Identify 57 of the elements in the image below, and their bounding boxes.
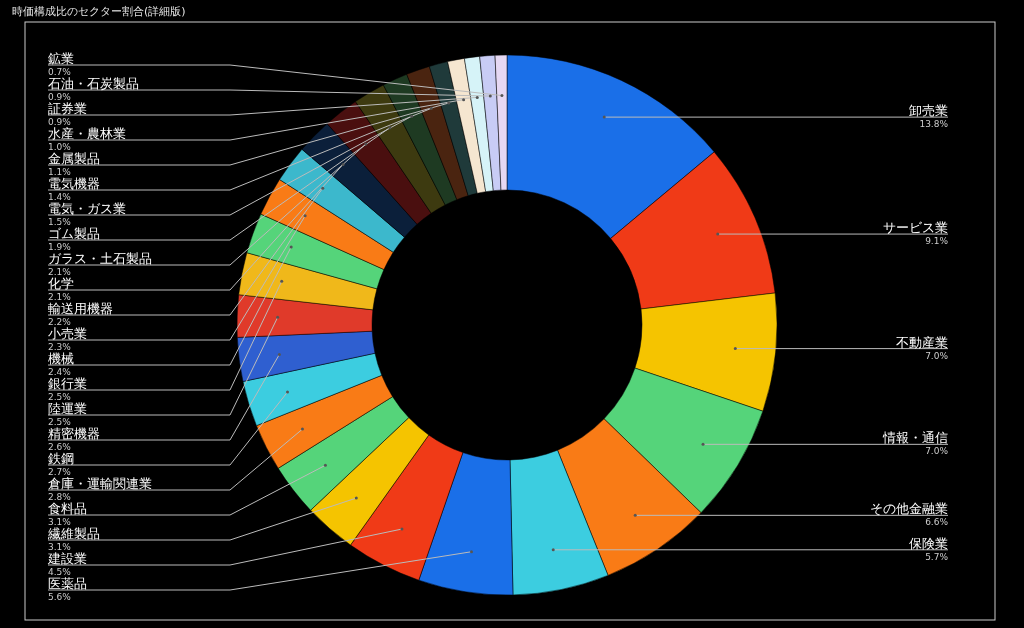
data-label: 6.6% [925, 517, 949, 528]
data-label: 2.4% [48, 367, 72, 377]
data-label: 2.1% [48, 267, 72, 277]
slice-label: 金属製品 [48, 151, 100, 166]
slice-label: 銀行業 [48, 376, 87, 391]
slice-label: 石油・石炭製品 [48, 76, 139, 91]
slice-label: 卸売業 [909, 103, 948, 119]
slice-label: 繊維製品 [47, 526, 100, 541]
slice-label: 不動産業 [896, 334, 948, 350]
data-label: 2.6% [48, 442, 72, 452]
data-label: 1.1% [48, 167, 72, 177]
slice-label: 水産・農林業 [48, 126, 126, 141]
slice-label: サービス業 [883, 220, 948, 236]
data-label: 13.8% [919, 119, 949, 130]
data-label: 2.1% [48, 292, 72, 302]
data-label: 9.1% [925, 236, 949, 247]
data-label: 2.3% [48, 342, 72, 352]
slice-label: 建設業 [47, 551, 87, 566]
data-label: 3.1% [48, 517, 72, 527]
data-label: 7.0% [925, 446, 949, 457]
slice-label: 化学 [48, 276, 74, 291]
slice-label: 精密機器 [48, 426, 100, 441]
data-label: 2.7% [48, 467, 72, 477]
data-label: 0.7% [48, 67, 72, 77]
slice-label: 機械 [48, 351, 74, 366]
slice-label: 倉庫・運輸関連業 [48, 476, 152, 491]
data-label: 3.1% [48, 542, 72, 552]
slice-label: 鉱業 [48, 51, 74, 66]
data-label: 5.6% [48, 592, 72, 602]
data-label: 2.5% [48, 392, 72, 402]
data-label: 1.0% [48, 142, 72, 152]
data-label: 1.9% [48, 242, 72, 252]
slice-label: 小売業 [48, 326, 87, 341]
chart-title: 時価構成比のセクター割合(詳細版) [12, 5, 186, 18]
data-label: 1.4% [48, 192, 72, 202]
data-label: 5.7% [925, 551, 949, 562]
slice-label: その他金融業 [870, 501, 948, 517]
slice-label: 証券業 [48, 101, 87, 116]
slice-label: 輸送用機器 [48, 301, 113, 316]
data-label: 2.2% [48, 317, 72, 327]
data-label: 4.5% [48, 567, 72, 577]
data-label: 7.0% [925, 350, 949, 361]
data-label: 1.5% [48, 217, 72, 227]
slice-label: 鉄鋼 [48, 451, 74, 466]
slice-label: 電気機器 [48, 176, 100, 191]
slice-label: 食料品 [48, 501, 87, 516]
slice-label: ゴム製品 [48, 226, 100, 241]
data-label: 0.9% [48, 117, 72, 127]
slice-label: 陸運業 [48, 401, 87, 416]
slice-label: 保険業 [909, 535, 948, 551]
data-label: 2.5% [48, 417, 72, 427]
slice-label: 医薬品 [48, 576, 87, 591]
data-label: 0.9% [48, 92, 72, 102]
slice-label: ガラス・土石製品 [48, 251, 152, 266]
slice-label: 電気・ガス業 [48, 201, 126, 216]
slice-label: 情報・通信 [882, 430, 948, 446]
data-label: 2.8% [48, 492, 72, 502]
